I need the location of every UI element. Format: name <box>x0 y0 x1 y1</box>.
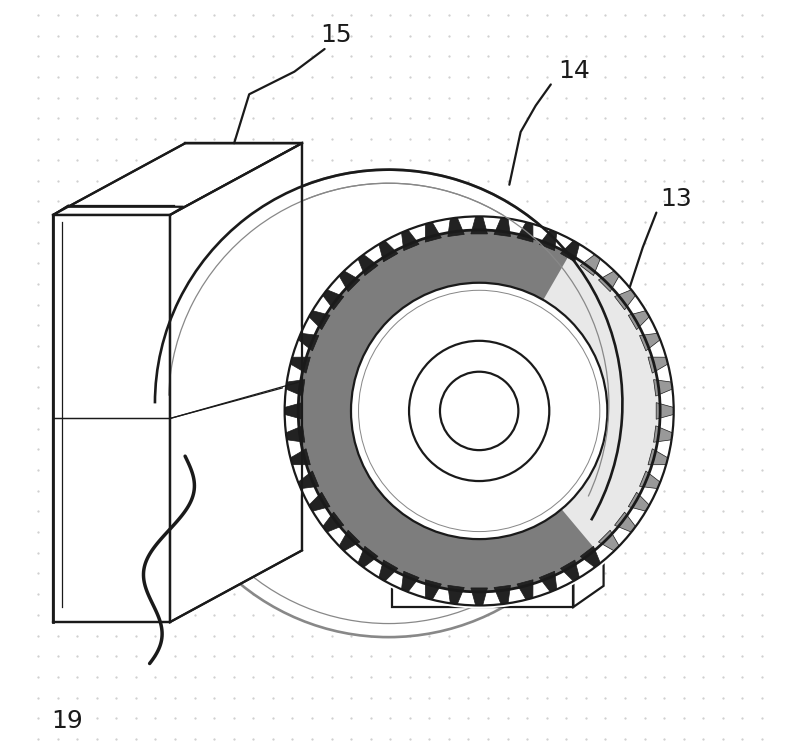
Polygon shape <box>379 560 398 581</box>
Polygon shape <box>285 403 302 419</box>
Polygon shape <box>402 230 419 250</box>
Polygon shape <box>574 533 603 607</box>
Polygon shape <box>628 492 650 511</box>
Polygon shape <box>298 471 319 489</box>
Circle shape <box>440 372 518 450</box>
Polygon shape <box>322 512 344 532</box>
Polygon shape <box>648 449 668 464</box>
Polygon shape <box>614 512 636 532</box>
Polygon shape <box>580 547 600 567</box>
Polygon shape <box>286 379 305 396</box>
Polygon shape <box>561 241 579 262</box>
Polygon shape <box>517 580 533 599</box>
Circle shape <box>351 283 607 539</box>
Polygon shape <box>290 449 310 464</box>
Circle shape <box>282 213 677 608</box>
Polygon shape <box>561 560 579 581</box>
Polygon shape <box>614 290 636 310</box>
Polygon shape <box>290 357 310 373</box>
Polygon shape <box>393 554 574 607</box>
Polygon shape <box>53 207 184 215</box>
Polygon shape <box>654 379 673 396</box>
Polygon shape <box>426 222 442 242</box>
Polygon shape <box>309 492 330 511</box>
Polygon shape <box>471 216 487 234</box>
Polygon shape <box>358 255 378 275</box>
Polygon shape <box>448 585 464 604</box>
Polygon shape <box>170 143 302 622</box>
Polygon shape <box>648 357 668 373</box>
Polygon shape <box>639 333 660 351</box>
Polygon shape <box>402 572 419 592</box>
Polygon shape <box>393 533 603 554</box>
Polygon shape <box>309 311 330 329</box>
Polygon shape <box>339 530 360 551</box>
Wedge shape <box>298 230 595 592</box>
Polygon shape <box>426 580 442 599</box>
Circle shape <box>155 170 622 637</box>
Polygon shape <box>471 588 487 605</box>
Polygon shape <box>656 403 674 419</box>
Polygon shape <box>339 271 360 292</box>
Polygon shape <box>494 585 510 604</box>
Polygon shape <box>322 290 344 310</box>
Text: 19: 19 <box>52 709 83 733</box>
Polygon shape <box>448 218 464 237</box>
Polygon shape <box>539 572 557 592</box>
Polygon shape <box>53 215 170 622</box>
Polygon shape <box>654 426 673 443</box>
Polygon shape <box>379 241 398 262</box>
Polygon shape <box>598 530 619 551</box>
Polygon shape <box>580 255 600 275</box>
Text: 13: 13 <box>660 187 692 211</box>
Polygon shape <box>628 311 650 329</box>
Polygon shape <box>358 547 378 567</box>
Wedge shape <box>298 229 661 593</box>
Text: 14: 14 <box>558 59 590 83</box>
Circle shape <box>409 341 550 481</box>
Polygon shape <box>517 222 533 242</box>
Text: 15: 15 <box>320 23 352 47</box>
Polygon shape <box>298 333 319 351</box>
Polygon shape <box>598 271 619 292</box>
Polygon shape <box>639 471 660 489</box>
Polygon shape <box>286 426 305 443</box>
Polygon shape <box>53 143 302 215</box>
Polygon shape <box>539 230 557 250</box>
Polygon shape <box>494 218 510 237</box>
